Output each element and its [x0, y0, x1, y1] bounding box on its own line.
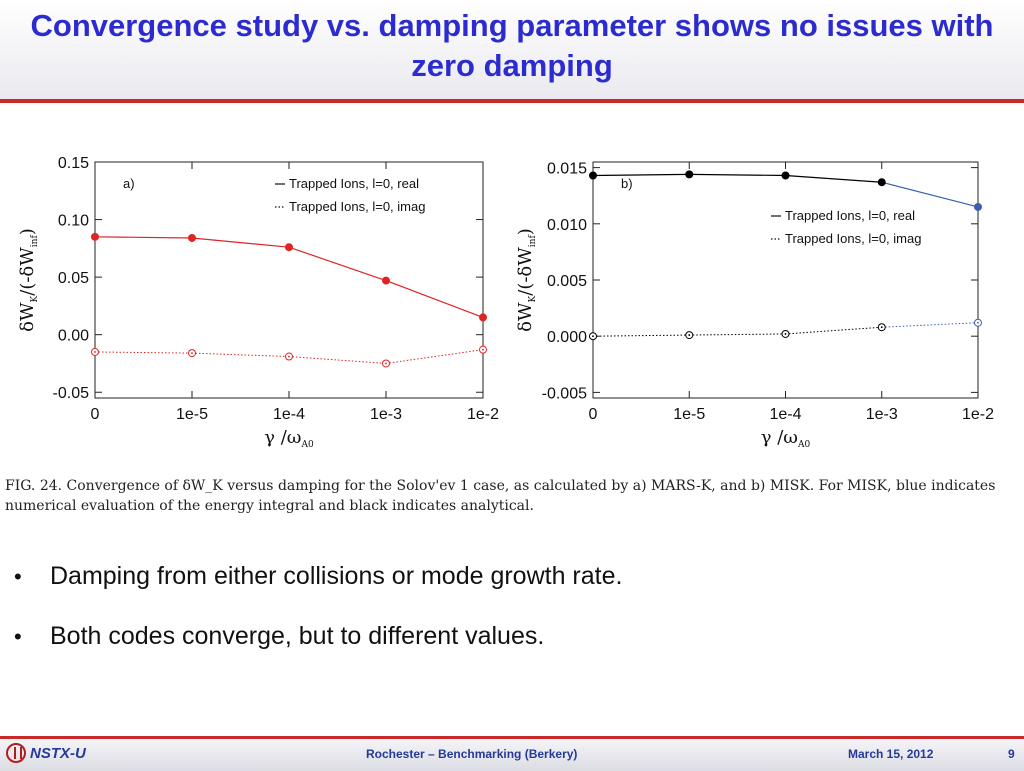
legend-label: Trapped Ions, l=0, imag	[785, 231, 921, 246]
series-line-segment	[94, 236, 193, 239]
data-point	[382, 276, 390, 285]
data-point	[685, 170, 694, 179]
footer-logo-text: NSTX-U	[30, 745, 86, 762]
series-line-segment	[288, 246, 387, 282]
x-tick-label: 1e-3	[866, 406, 898, 423]
plot-frame	[94, 161, 484, 399]
data-point	[285, 243, 293, 252]
data-point	[974, 202, 982, 211]
data-point-center	[288, 355, 290, 358]
nstx-logo-icon	[6, 743, 26, 763]
series-line-segment	[592, 173, 690, 177]
y-axis-title: δWK/(-δWinf)	[17, 228, 40, 332]
series-line-segment	[689, 333, 786, 336]
data-point	[188, 233, 196, 242]
data-point-center	[592, 335, 594, 338]
x-tick-label: 1e-4	[769, 406, 801, 423]
y-tick-label: -0.05	[53, 385, 90, 402]
x-tick-label: 0	[589, 406, 598, 423]
y-tick-label: 0.05	[58, 270, 89, 287]
title-rule	[0, 99, 1024, 103]
title-band	[0, 0, 1024, 100]
footer-center-text: Rochester – Benchmarking (Berkery)	[366, 747, 578, 761]
footer-page-number: 9	[1008, 747, 1015, 761]
data-point-center	[482, 348, 484, 351]
series-line-segment	[385, 349, 484, 364]
series-line-segment	[191, 352, 290, 358]
figure-caption: FIG. 24. Convergence of δW_K versus damp…	[5, 478, 996, 514]
legend-label: Trapped Ions, l=0, real	[785, 208, 915, 223]
data-point-center	[688, 334, 691, 336]
bullet-item: • Damping from either collisions or mode…	[14, 558, 1004, 618]
legend-label: Trapped Ions, l=0, imag	[289, 199, 425, 214]
data-point	[877, 178, 886, 187]
bullet-dot-icon: •	[14, 564, 22, 589]
slide-footer: NSTX-U Rochester – Benchmarking (Berkery…	[0, 736, 1024, 771]
bullet-text: Both codes converge, but to different va…	[50, 622, 545, 650]
series-line-segment	[785, 174, 882, 183]
x-axis-title: γ /ωA0	[761, 427, 811, 450]
y-tick-label: -0.005	[542, 385, 587, 402]
x-tick-label: 0	[91, 406, 100, 423]
x-tick-label: 1e-4	[273, 406, 305, 423]
series-line-segment	[881, 181, 979, 208]
plot-frame	[592, 161, 979, 399]
x-tick-label: 1e-5	[176, 406, 208, 423]
bullet-text: Damping from either collisions or mode g…	[50, 562, 623, 590]
series-line-segment	[785, 326, 882, 335]
footer-date: March 15, 2012	[848, 747, 934, 761]
y-tick-label: 0.000	[547, 329, 587, 346]
data-point	[589, 171, 597, 180]
series-line-segment	[881, 322, 979, 328]
legend-label: Trapped Ions, l=0, real	[289, 176, 419, 191]
data-point	[91, 232, 99, 241]
panel-label: a)	[123, 176, 135, 191]
data-point-center	[784, 333, 787, 335]
data-point-center	[880, 326, 883, 329]
x-tick-label: 1e-5	[673, 406, 705, 423]
y-tick-label: 0.005	[547, 273, 587, 290]
y-tick-label: 0.010	[547, 217, 587, 234]
data-point-center	[385, 362, 387, 365]
bullet-list: • Damping from either collisions or mode…	[14, 558, 1004, 678]
y-tick-label: 0.15	[58, 155, 89, 172]
data-point-center	[977, 321, 979, 324]
bullet-dot-icon: •	[14, 624, 22, 649]
y-tick-label: 0.015	[547, 161, 587, 178]
chart-a: 0.15 0.10 0.05 0.00 -0.050 1e-5 1e-4 1e-3 1e-2 γ …	[17, 155, 499, 450]
y-tick-label: 0.10	[58, 213, 89, 230]
data-point	[479, 313, 487, 322]
data-point	[781, 171, 790, 180]
data-point-center	[94, 351, 96, 353]
y-tick-label: 0.00	[58, 328, 89, 345]
x-tick-label: 1e-3	[370, 406, 402, 423]
x-tick-label: 1e-2	[962, 406, 994, 423]
series-line-segment	[592, 334, 690, 337]
series-line-segment	[288, 356, 387, 364]
y-axis-title: δWK/(-δWinf)	[515, 228, 538, 332]
series-line-segment	[191, 237, 290, 248]
series-line-segment	[689, 173, 786, 177]
bullet-item: • Both codes converge, but to different …	[14, 618, 1004, 678]
series-line-segment	[94, 351, 193, 354]
panel-label: b)	[621, 176, 633, 191]
series-line-segment	[385, 280, 484, 318]
slide-title: Convergence study vs. damping parameter …	[30, 8, 994, 83]
x-tick-label: 1e-2	[467, 406, 499, 423]
data-point-center	[191, 352, 193, 355]
x-axis-title: γ /ωA0	[264, 427, 314, 450]
